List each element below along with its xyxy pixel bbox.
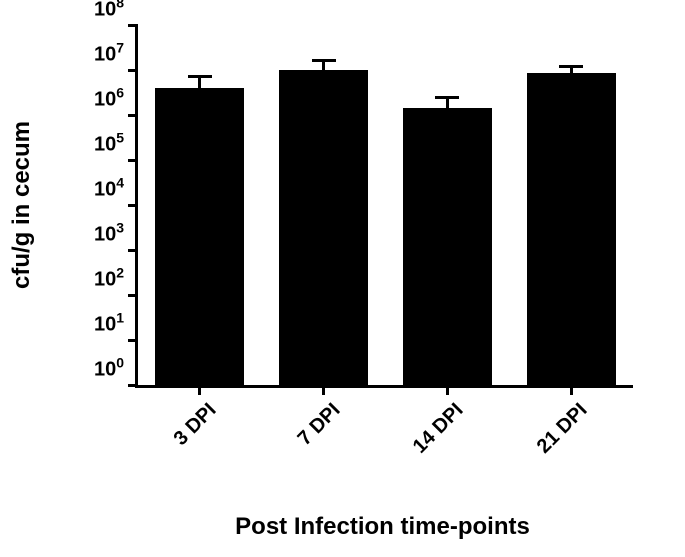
x-axis-title: Post Infection time-points: [235, 513, 530, 541]
y-tick: [128, 249, 138, 252]
plot-area: 1001011021031041051061071083 DPI7 DPI14 …: [135, 25, 633, 388]
y-tick: [128, 294, 138, 297]
y-tick: [128, 204, 138, 207]
bar: [527, 73, 616, 385]
y-tick: [128, 24, 138, 27]
x-tick-label: 14 DPI: [382, 399, 469, 486]
y-tick-label: 101: [94, 310, 124, 337]
y-tick: [128, 339, 138, 342]
y-tick-label: 107: [94, 40, 124, 67]
y-tick-label: 103: [94, 220, 124, 247]
x-tick: [446, 385, 449, 395]
x-tick: [198, 385, 201, 395]
y-tick-label: 100: [94, 355, 124, 382]
x-tick: [322, 385, 325, 395]
error-bar-cap: [188, 75, 212, 78]
error-bar-cap: [435, 96, 459, 99]
y-axis-title: cfu/g in cecum: [8, 121, 36, 289]
x-tick: [570, 385, 573, 395]
error-bar-cap: [312, 59, 336, 62]
x-tick-label: 3 DPI: [134, 399, 221, 486]
bar: [155, 88, 244, 385]
error-bar-line: [198, 77, 201, 88]
error-bar-line: [446, 97, 449, 108]
y-tick-label: 106: [94, 85, 124, 112]
error-bar-cap: [559, 65, 583, 68]
y-tick-label: 104: [94, 175, 124, 202]
y-tick-label: 102: [94, 265, 124, 292]
y-tick: [128, 114, 138, 117]
y-tick: [128, 69, 138, 72]
y-tick: [128, 384, 138, 387]
x-tick-label: 7 DPI: [258, 399, 345, 486]
chart-container: 100 101 102 103 104 105 106 107 108 3 DPI 7 DPI 14 …: [0, 0, 685, 557]
x-tick-label: 21 DPI: [505, 399, 592, 486]
y-tick: [128, 159, 138, 162]
y-tick-label: 105: [94, 130, 124, 157]
y-tick-label: 108: [94, 0, 124, 22]
bar: [279, 70, 368, 385]
bar: [403, 108, 492, 385]
